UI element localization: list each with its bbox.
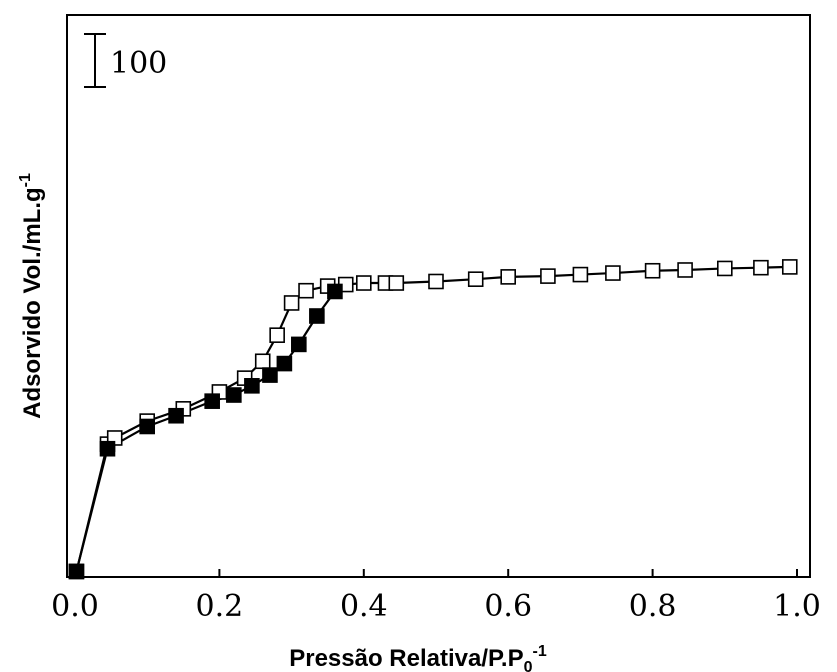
x-axis-title: Pressão Relativa/P.P0-1 — [289, 643, 547, 672]
data-point-open-square — [644, 262, 661, 279]
data-point-open-square — [298, 282, 314, 299]
data-point-filled-square — [99, 440, 116, 457]
data-point-open-square — [605, 265, 621, 281]
x-tick-label: 0.8 — [629, 589, 677, 624]
series-markers — [68, 259, 798, 580]
y-axis-title-text: Adsorvido Vol./mL.g — [19, 187, 46, 419]
x-tick-label: 0.0 — [51, 589, 99, 624]
x-tick-label: 0.4 — [340, 589, 388, 624]
x-axis-tick-labels: 0.0 0.2 0.4 0.6 0.8 1.0 — [51, 589, 821, 624]
scale-bar: 100 — [84, 33, 167, 88]
scale-bar-label: 100 — [110, 46, 167, 81]
data-point-open-square — [500, 269, 517, 285]
data-point-open-square — [355, 275, 372, 291]
data-point-filled-square — [139, 418, 155, 435]
x-tick-label: 0.2 — [196, 589, 244, 624]
data-point-filled-square — [244, 378, 260, 394]
y-axis-title-sup: -1 — [17, 173, 34, 187]
data-point-open-square — [753, 259, 769, 276]
data-point-open-square — [572, 266, 589, 283]
x-tick-label: 0.6 — [484, 589, 532, 624]
data-point-filled-square — [327, 283, 343, 300]
plot-frame — [66, 14, 811, 578]
data-point-open-square — [540, 268, 556, 284]
x-tick-label: 1.0 — [773, 589, 821, 624]
data-point-filled-square — [226, 387, 242, 403]
data-point-open-square — [254, 353, 271, 370]
data-point-filled-square — [68, 563, 85, 580]
data-point-filled-square — [204, 393, 220, 409]
data-point-open-square — [781, 259, 798, 275]
data-point-filled-square — [262, 367, 278, 383]
x-axis-title-sub: 0 — [524, 659, 533, 672]
data-point-open-square — [677, 262, 693, 278]
data-point-filled-square — [168, 407, 184, 424]
x-axis-title-sup: -1 — [533, 643, 547, 660]
data-point-open-square — [716, 260, 733, 277]
data-point-filled-square — [291, 336, 307, 353]
data-point-filled-square — [276, 355, 293, 372]
x-axis-title-text: Pressão Relativa/P.P — [289, 645, 523, 672]
data-point-open-square — [388, 275, 405, 291]
data-point-open-square — [428, 273, 444, 290]
data-point-open-square — [467, 271, 484, 287]
y-axis-title: Adsorvido Vol./mL.g-1 — [17, 173, 46, 419]
data-point-filled-square — [309, 308, 325, 324]
x-axis-ticks — [74, 569, 798, 577]
data-point-open-square — [283, 295, 300, 311]
data-point-open-square — [269, 327, 285, 343]
